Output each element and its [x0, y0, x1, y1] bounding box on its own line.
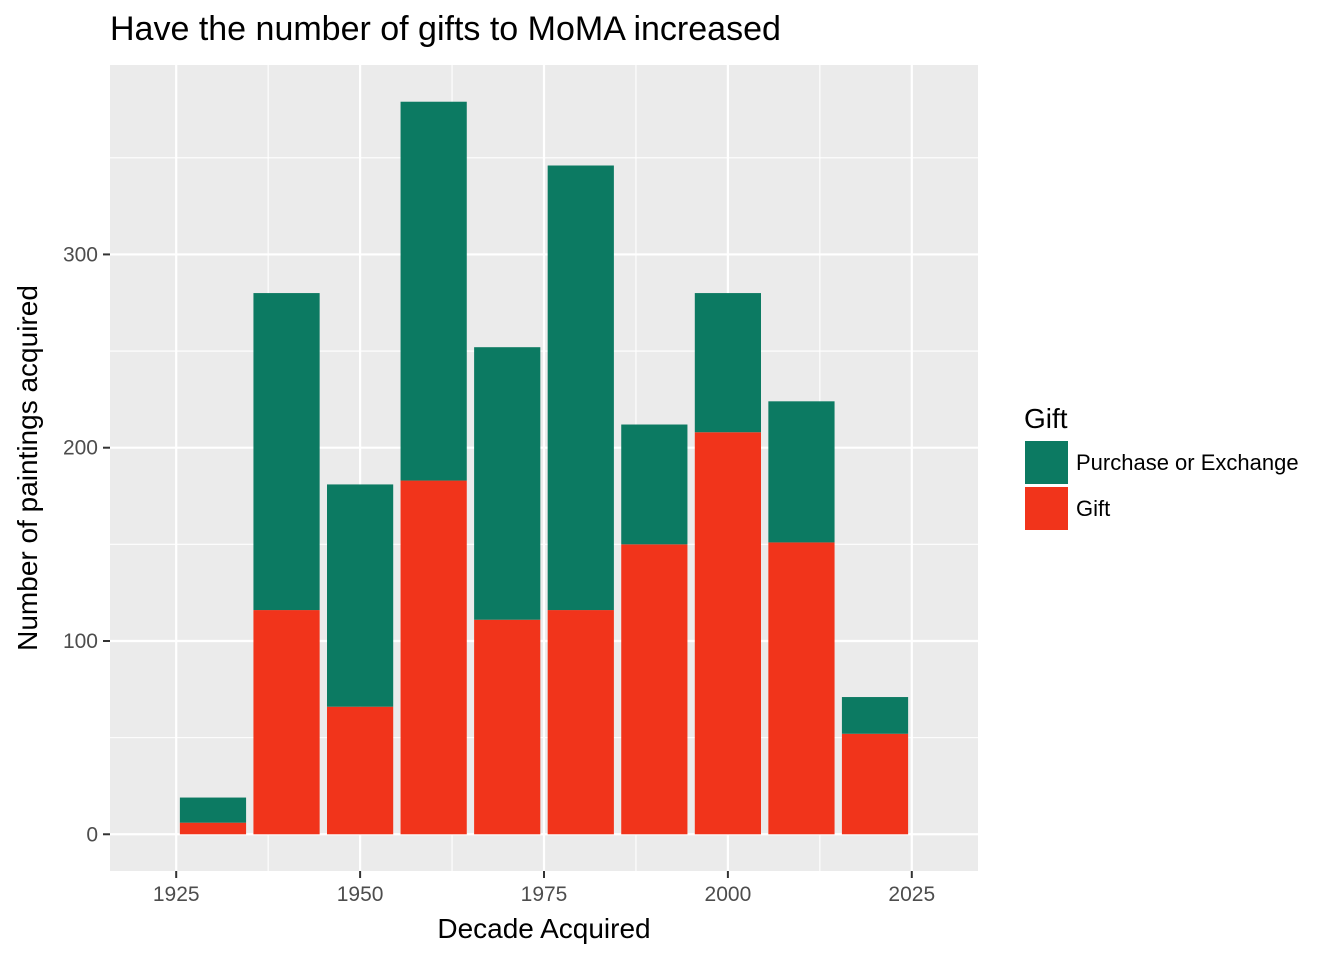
legend-label: Gift — [1076, 496, 1110, 521]
bar-purchase-or-exchange-1940 — [253, 293, 320, 611]
x-axis: 1925 1950 1975 2000 2025 — [153, 871, 935, 906]
bar-purchase-or-exchange-1970 — [474, 347, 541, 620]
y-axis-title: Number of paintings acquired — [12, 285, 43, 651]
bar-gift-1980 — [547, 610, 614, 835]
bar-gift-2000 — [694, 432, 761, 835]
x-axis-title: Decade Acquired — [437, 913, 650, 944]
bar-gift-2020 — [841, 733, 909, 835]
y-tick-label: 300 — [63, 243, 98, 266]
legend-items: Purchase or Exchange Gift — [1025, 441, 1299, 530]
bar-gift-1930 — [179, 822, 247, 835]
bar-gift-1970 — [474, 619, 541, 835]
chart-title: Have the number of gifts to MoMA increas… — [110, 10, 781, 48]
bar-purchase-or-exchange-1990 — [621, 424, 688, 545]
y-tick-label: 200 — [63, 437, 98, 460]
x-tick-label: 2000 — [705, 883, 752, 906]
bar-purchase-or-exchange-1930 — [179, 797, 247, 823]
legend-key — [1025, 487, 1068, 530]
x-tick-label: 1950 — [337, 883, 384, 906]
bar-purchase-or-exchange-2000 — [694, 293, 761, 433]
legend-label: Purchase or Exchange — [1076, 450, 1299, 475]
legend: Gift Purchase or Exchange Gift — [1024, 403, 1299, 530]
bar-gift-1960 — [400, 480, 467, 835]
bar-purchase-or-exchange-1960 — [400, 101, 467, 481]
y-tick-label: 0 — [86, 823, 98, 846]
y-axis: 0 100 200 300 — [63, 243, 110, 846]
bar-purchase-or-exchange-1980 — [547, 165, 614, 611]
bar-purchase-or-exchange-2010 — [768, 401, 835, 543]
bar-purchase-or-exchange-2020 — [841, 697, 909, 734]
x-tick-label: 1975 — [521, 883, 568, 906]
bars-layer — [179, 101, 909, 835]
bar-purchase-or-exchange-1950 — [327, 484, 394, 707]
legend-key — [1025, 441, 1068, 484]
bar-gift-1940 — [253, 610, 320, 835]
legend-title: Gift — [1024, 403, 1068, 434]
bar-gift-1950 — [327, 706, 394, 835]
bar-gift-2010 — [768, 542, 835, 835]
x-tick-label: 1925 — [153, 883, 200, 906]
y-tick-label: 100 — [63, 630, 98, 653]
bar-gift-1990 — [621, 544, 688, 835]
x-tick-label: 2025 — [888, 883, 935, 906]
